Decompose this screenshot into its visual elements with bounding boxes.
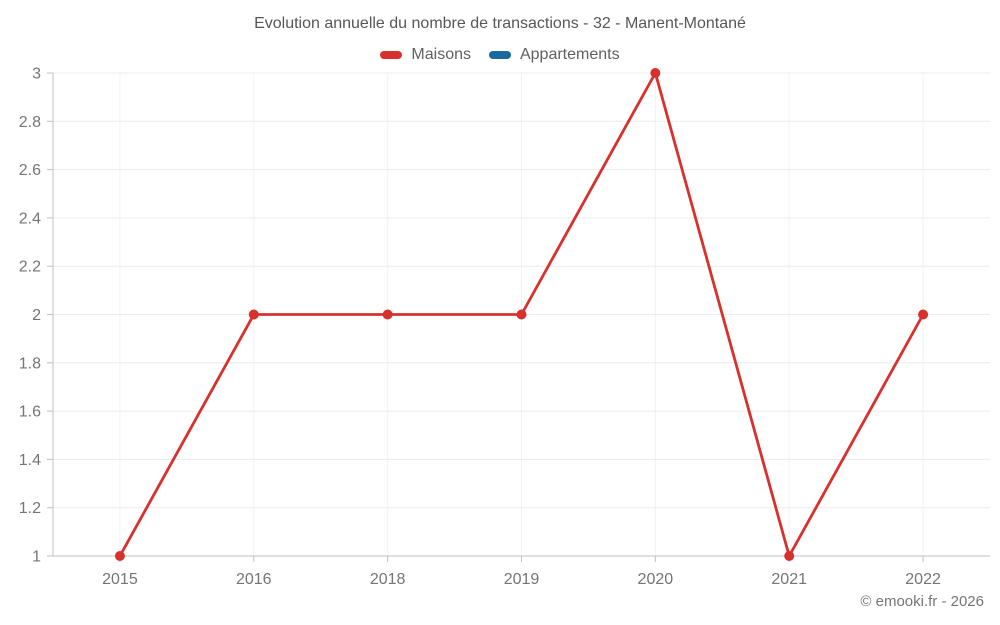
chart-title: Evolution annuelle du nombre de transact… — [254, 15, 746, 32]
data-point-maisons-2022[interactable] — [918, 309, 929, 320]
y-axis-label: 1.8 — [19, 355, 41, 372]
x-axis-label: 2020 — [638, 571, 674, 588]
y-axis-label: 2.8 — [19, 114, 41, 131]
y-axis-label: 1 — [32, 549, 41, 566]
y-axis-label: 3 — [32, 66, 41, 83]
x-axis-label: 2016 — [236, 571, 272, 588]
data-point-maisons-2021[interactable] — [784, 551, 795, 561]
y-axis-label: 2.2 — [19, 259, 41, 276]
maisons-series-swatch — [380, 51, 403, 59]
y-axis-label: 2.6 — [19, 162, 41, 179]
data-point-maisons-2015[interactable] — [114, 551, 125, 561]
y-axis-label: 2.4 — [19, 210, 41, 227]
y-axis-label: 1.6 — [19, 404, 41, 421]
y-axis-label: 1.4 — [19, 452, 41, 469]
legend-label-maisons: Maisons — [411, 46, 471, 63]
appartements-series-swatch — [488, 51, 511, 59]
x-axis-label: 2021 — [771, 571, 807, 588]
legend-item-maisons[interactable]: Maisons — [380, 46, 471, 64]
y-axis-label: 2 — [32, 307, 41, 324]
data-point-maisons-2016[interactable] — [248, 309, 259, 320]
x-axis-label: 2022 — [905, 571, 941, 588]
data-point-maisons-2019[interactable] — [516, 309, 527, 320]
x-axis-label: 2015 — [102, 571, 138, 588]
x-axis-label: 2018 — [370, 571, 406, 588]
data-point-maisons-2018[interactable] — [382, 309, 393, 320]
legend-label-appartements: Appartements — [519, 46, 620, 63]
data-point-maisons-2020[interactable] — [650, 68, 661, 78]
legend-item-appartements[interactable]: Appartements — [488, 46, 620, 64]
y-axis-label: 1.2 — [19, 500, 41, 517]
chart-legend: Maisons Appartements — [0, 46, 1000, 64]
credit-text: © emooki.fr - 2026 — [860, 593, 984, 610]
x-axis-label: 2019 — [504, 571, 540, 588]
